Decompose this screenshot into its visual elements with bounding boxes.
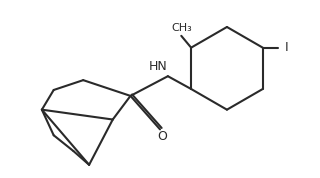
Text: O: O [157, 130, 167, 143]
Text: CH₃: CH₃ [171, 23, 192, 33]
Text: HN: HN [149, 60, 167, 73]
Text: I: I [284, 41, 288, 54]
